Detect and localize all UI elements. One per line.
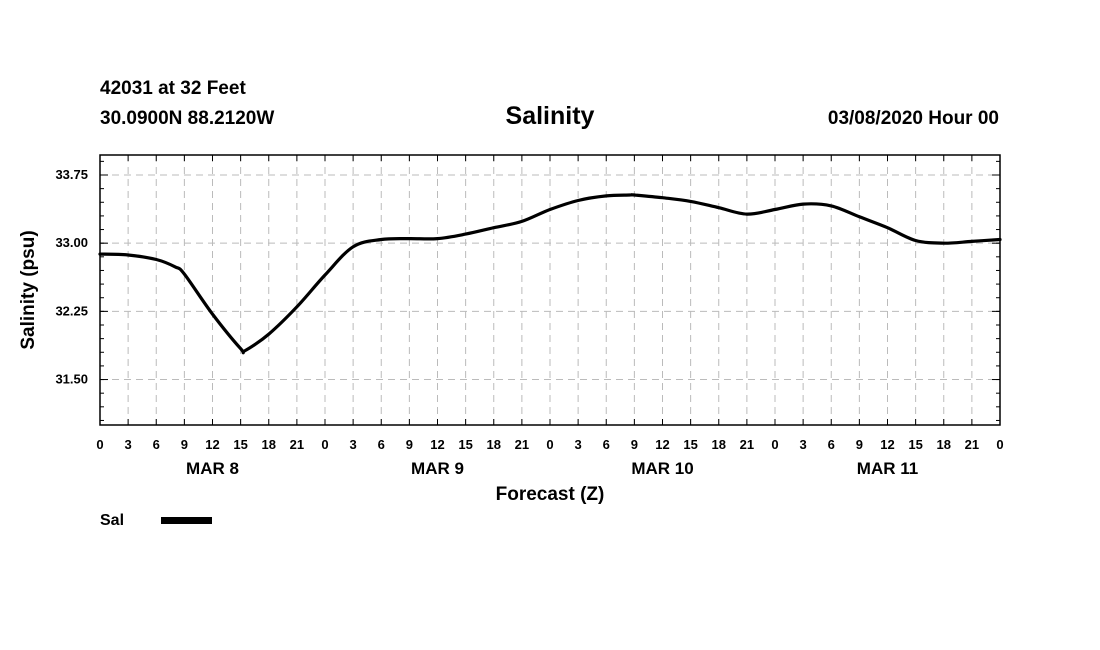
day-labels: MAR 8 MAR 9 MAR 10 MAR 11 (186, 459, 918, 478)
day-label: MAR 8 (186, 459, 239, 478)
location-label: 30.0900N 88.2120W (100, 108, 274, 129)
x-tick-label: 3 (575, 437, 582, 452)
y-tick-label: 31.50 (55, 372, 88, 387)
series-line-sal (98, 193, 1002, 355)
datetime-label: 03/08/2020 Hour 00 (828, 108, 999, 129)
x-tick-label: 0 (321, 437, 328, 452)
legend-label: Sal (100, 512, 124, 529)
x-tick-label: 0 (546, 437, 553, 452)
x-tick-label: 9 (181, 437, 188, 452)
x-tick-label: 21 (965, 437, 979, 452)
x-tick-label: 15 (233, 437, 247, 452)
x-tick-label: 0 (996, 437, 1003, 452)
x-tick-label: 18 (937, 437, 951, 452)
x-tick-label: 6 (603, 437, 610, 452)
x-tick-label: 12 (205, 437, 219, 452)
x-tick-label: 18 (262, 437, 276, 452)
x-axis-ticks: 0 3 6 9 12 15 18 21 0 3 6 9 12 15 18 21 0 3 6 9 12 15 18 21 0 3 6 9… (96, 155, 1004, 452)
legend-swatch (161, 517, 212, 524)
y-tick-label: 32.25 (55, 303, 88, 318)
series-layer (98, 193, 1002, 355)
x-tick-label: 15 (908, 437, 922, 452)
day-label: MAR 11 (857, 459, 918, 478)
x-tick-label: 6 (828, 437, 835, 452)
x-tick-label: 18 (712, 437, 726, 452)
x-tick-label: 9 (631, 437, 638, 452)
x-tick-label: 12 (655, 437, 669, 452)
x-axis-label: Forecast (Z) (496, 484, 605, 505)
x-tick-label: 3 (350, 437, 357, 452)
plot-frame (99, 154, 1001, 426)
x-tick-label: 12 (430, 437, 444, 452)
x-tick-label: 6 (153, 437, 160, 452)
x-tick-label: 9 (406, 437, 413, 452)
x-tick-label: 18 (487, 437, 501, 452)
day-label: MAR 10 (631, 459, 693, 478)
x-tick-label: 0 (96, 437, 103, 452)
x-tick-label: 3 (125, 437, 132, 452)
station-label: 42031 at 32 Feet (100, 78, 246, 99)
x-tick-label: 6 (378, 437, 385, 452)
day-label: MAR 9 (411, 459, 464, 478)
chart-title: Salinity (506, 102, 595, 130)
x-tick-label: 15 (683, 437, 697, 452)
grid-lines (100, 155, 1000, 425)
x-tick-label: 15 (458, 437, 472, 452)
x-tick-label: 9 (856, 437, 863, 452)
y-axis-label: Salinity (psu) (18, 230, 39, 349)
y-axis-ticks: 33.75 33.00 32.25 31.50 (55, 160, 1000, 421)
x-tick-label: 12 (880, 437, 894, 452)
x-tick-label: 21 (515, 437, 529, 452)
x-tick-label: 3 (800, 437, 807, 452)
y-tick-label: 33.75 (55, 167, 88, 182)
x-tick-label: 0 (771, 437, 778, 452)
y-tick-label: 33.00 (55, 235, 88, 250)
x-tick-label: 21 (290, 437, 304, 452)
x-tick-label: 21 (740, 437, 754, 452)
